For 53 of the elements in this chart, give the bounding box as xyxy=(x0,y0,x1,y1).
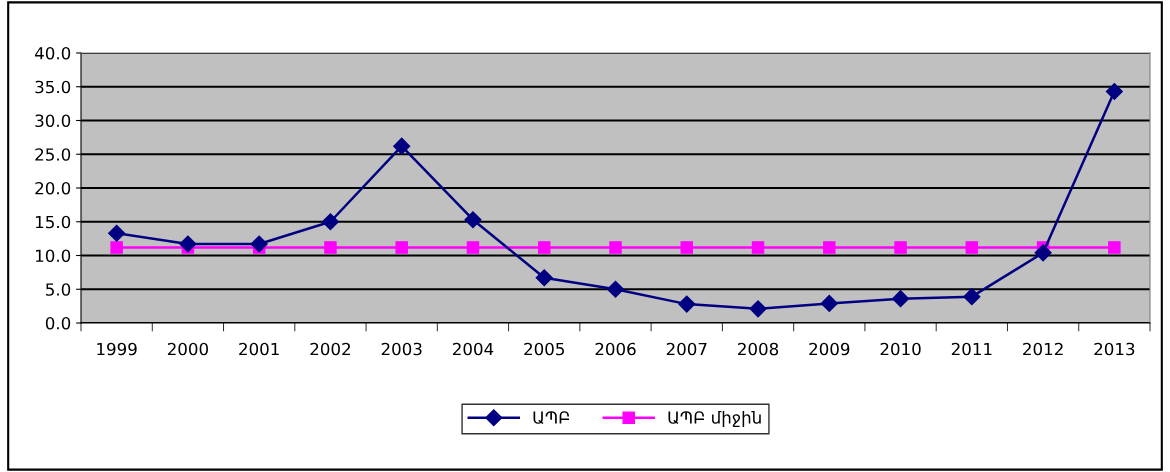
point xyxy=(1105,82,1123,101)
point xyxy=(393,137,411,155)
legend-label: ԱՊԲ միջին xyxy=(668,410,761,428)
point xyxy=(108,224,126,242)
x-tick-label: 2000 xyxy=(167,342,208,356)
point xyxy=(749,300,767,318)
point xyxy=(321,213,339,231)
x-tick-label: 2006 xyxy=(595,342,636,356)
x-tick-label: 2008 xyxy=(738,342,779,356)
x-tick-label: 2007 xyxy=(666,342,707,356)
point xyxy=(466,241,480,254)
point xyxy=(535,269,553,287)
point xyxy=(324,241,337,254)
y-tick-label: 15.0 xyxy=(36,215,71,229)
point xyxy=(965,241,979,254)
x-tick-label: 2002 xyxy=(310,342,350,356)
y-tick-label: 0.0 xyxy=(45,316,71,330)
point xyxy=(823,241,836,254)
x-tick-label: 2004 xyxy=(452,342,494,356)
point xyxy=(892,290,910,308)
y-tick-label: 10.0 xyxy=(36,249,71,263)
y-tick-label: 5.0 xyxy=(46,283,71,296)
point xyxy=(1108,241,1121,254)
point xyxy=(751,241,765,254)
y-tick-label: 30.0 xyxy=(35,114,71,128)
point xyxy=(464,211,482,229)
y-tick-label: 40.0 xyxy=(34,46,71,60)
legend-label: ԱՊԲ xyxy=(533,411,570,425)
point xyxy=(680,241,694,254)
point xyxy=(250,235,268,253)
x-tick-label: 1999 xyxy=(97,342,137,356)
x-tick-label: 2012 xyxy=(1023,342,1063,356)
x-tick-label: 2010 xyxy=(880,342,921,356)
x-tick-label: 2009 xyxy=(809,342,850,356)
x-tick-label: 2013 xyxy=(1094,342,1135,356)
x-tick-label: 2001 xyxy=(239,342,279,356)
point xyxy=(963,288,981,306)
point xyxy=(820,294,838,312)
point xyxy=(395,241,408,254)
x-tick-label: 2005 xyxy=(524,342,564,356)
point xyxy=(179,235,197,253)
y-tick-label: 25.0 xyxy=(35,148,71,161)
point xyxy=(1034,244,1052,262)
point xyxy=(678,295,696,313)
point xyxy=(537,241,551,254)
point xyxy=(606,280,625,298)
point xyxy=(609,241,622,254)
point xyxy=(110,241,123,254)
x-tick-label: 2011 xyxy=(951,342,992,356)
x-tick-label: 2003 xyxy=(381,342,422,356)
point xyxy=(894,241,907,254)
y-tick-label: 20.0 xyxy=(35,181,71,195)
y-tick-label: 35.0 xyxy=(35,80,71,94)
